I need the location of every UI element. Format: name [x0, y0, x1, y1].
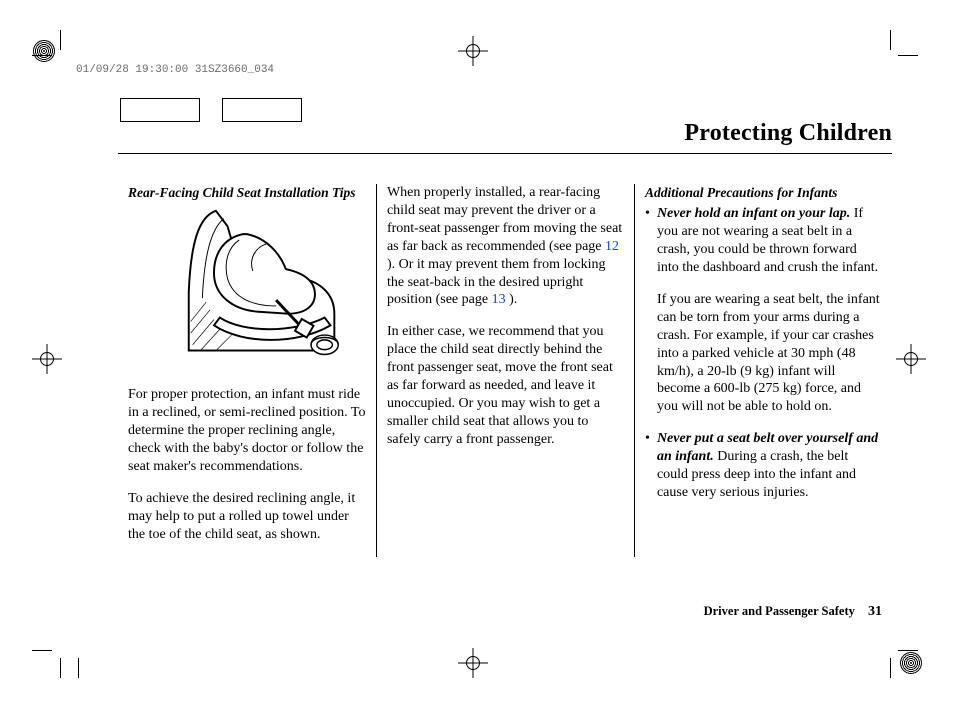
column-1: Rear-Facing Child Seat Installation Tips: [118, 184, 376, 557]
page-title: Protecting Children: [118, 120, 892, 147]
precautions-list: Never hold an infant on your lap. If you…: [645, 205, 882, 502]
precaution-1: Never hold an infant on your lap. If you…: [657, 205, 882, 416]
column-3: Additional Precautions for Infants Never…: [634, 184, 892, 557]
reg-left: [36, 348, 58, 370]
column-2: When properly installed, a rear-facing c…: [376, 184, 634, 557]
col2-p1-c: ).: [506, 292, 518, 307]
page-link-13[interactable]: 13: [492, 292, 506, 307]
nav-next-button[interactable]: [222, 98, 302, 122]
col2-p1-a: When properly installed, a rear-facing c…: [387, 185, 622, 254]
print-stamp: 01/09/28 19:30:00 31SZ3660_034: [76, 64, 274, 76]
footer-section: Driver and Passenger Safety: [704, 604, 855, 618]
child-seat-illustration: [128, 205, 366, 370]
col1-p2: To achieve the desired reclining angle, …: [128, 490, 366, 544]
reg-top: [462, 40, 484, 62]
radial-mark-br: [900, 652, 922, 674]
col2-p1: When properly installed, a rear-facing c…: [387, 184, 624, 309]
footer-page-number: 31: [868, 604, 882, 619]
precaution-1-p2: If you are wearing a seat belt, the infa…: [657, 291, 882, 416]
col2-p2: In either case, we recommend that you pl…: [387, 323, 624, 448]
nav-prev-button[interactable]: [120, 98, 200, 122]
precaution-2: Never put a seat belt over yourself and …: [657, 430, 882, 502]
col1-p1: For proper protection, an infant must ri…: [128, 386, 366, 476]
radial-mark-tl: [33, 40, 55, 62]
reg-bottom: [462, 652, 484, 674]
col3-subhead: Additional Precautions for Infants: [645, 184, 882, 201]
reg-right: [900, 348, 922, 370]
page: 01/09/28 19:30:00 31SZ3660_034 Protectin…: [0, 0, 954, 710]
title-rule: [118, 153, 892, 154]
precaution-1-lead: Never hold an infant on your lap.: [657, 206, 850, 221]
footer: Driver and Passenger Safety 31: [704, 604, 882, 620]
columns: Rear-Facing Child Seat Installation Tips: [118, 184, 892, 557]
page-link-12[interactable]: 12: [605, 239, 619, 254]
col1-subhead: Rear-Facing Child Seat Installation Tips: [128, 184, 366, 201]
content-area: Protecting Children Rear-Facing Child Se…: [118, 120, 892, 650]
